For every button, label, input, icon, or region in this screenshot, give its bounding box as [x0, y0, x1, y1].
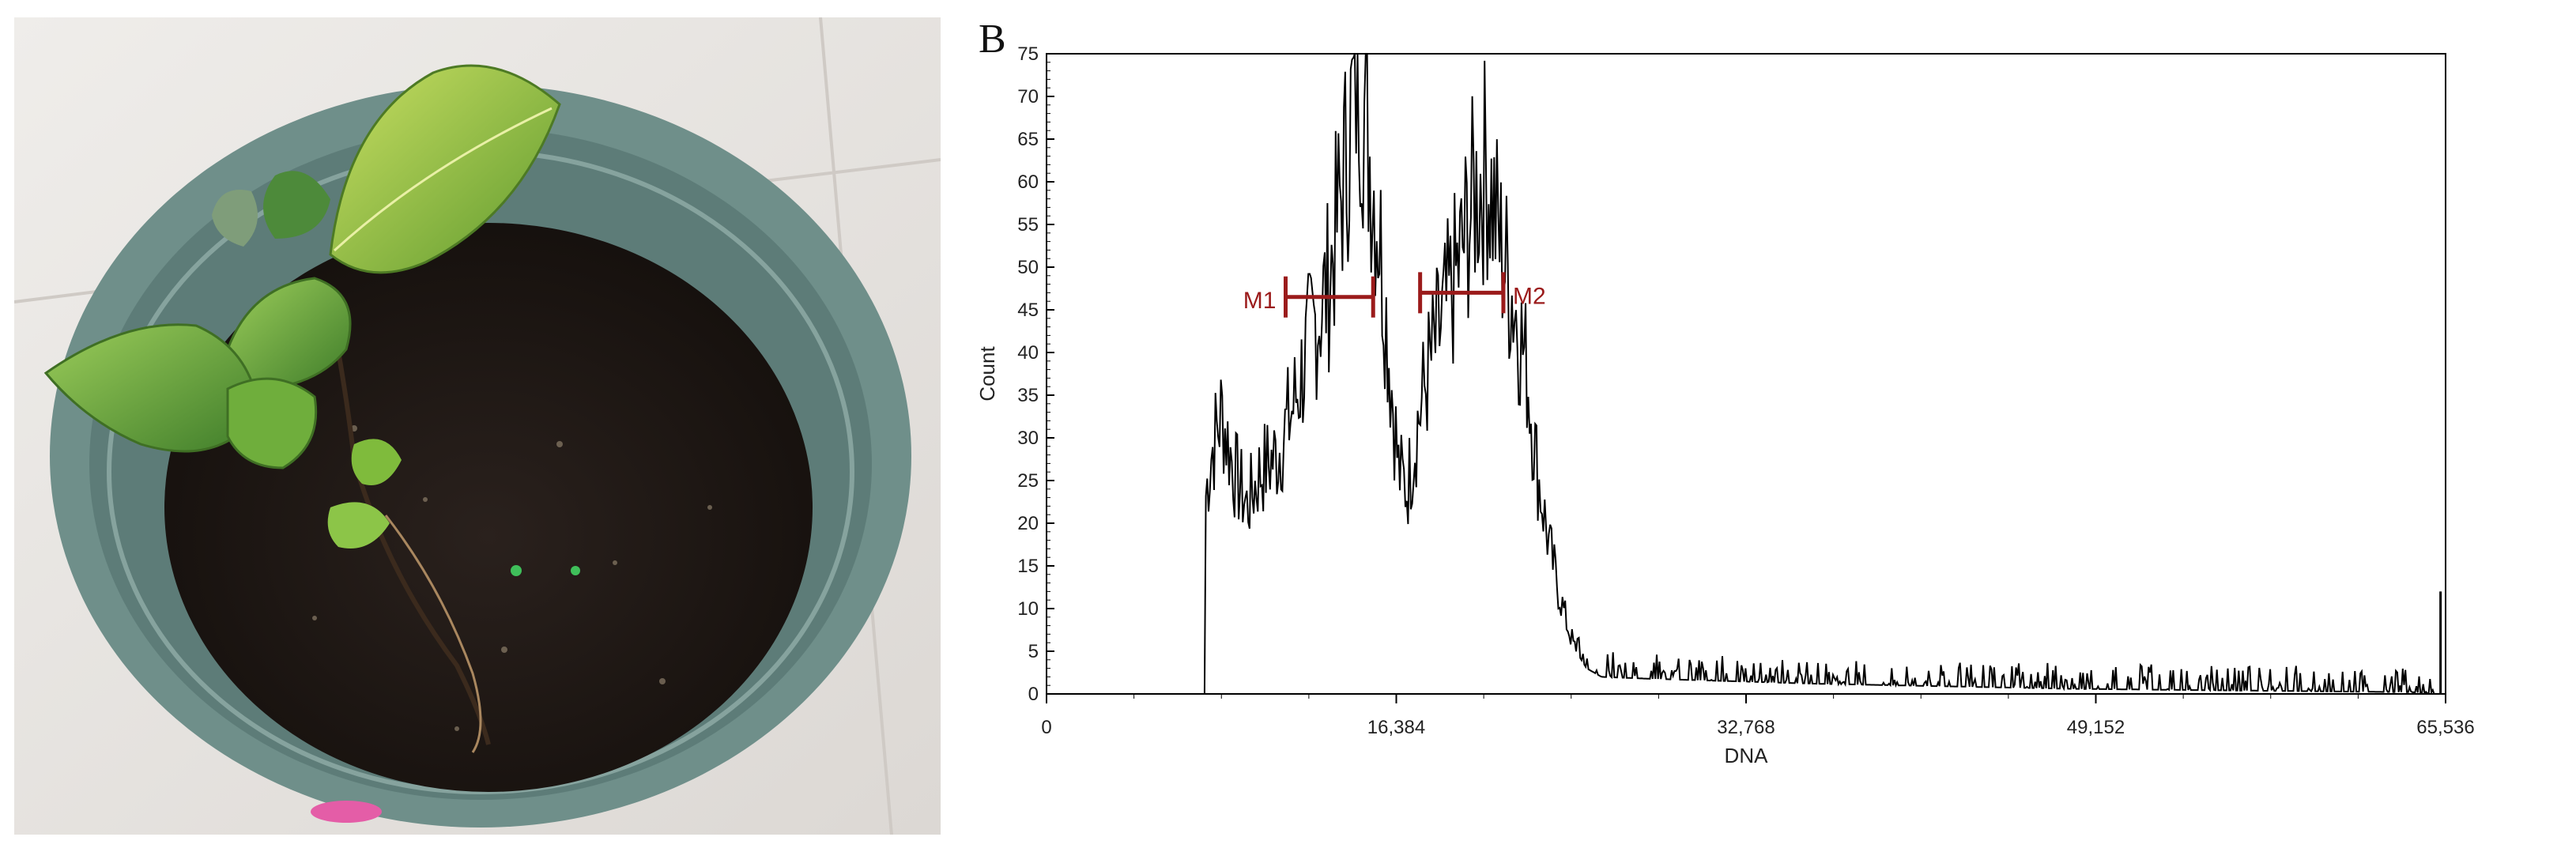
y-tick-label: 50 [1017, 257, 1039, 278]
gate-m2: M2 [1418, 272, 1546, 314]
moss-speck-2 [571, 566, 580, 575]
gate-m1: M1 [1243, 276, 1375, 318]
y-tick-label: 65 [1017, 129, 1039, 150]
dna-histogram-chart: 0 5 10 15 20 25 30 35 40 45 50 55 60 65 70 75 0 16,384 32… [975, 43, 2475, 767]
y-tick-label: 40 [1017, 342, 1039, 364]
leaf-vein [333, 107, 553, 252]
y-tick-label: 25 [1017, 470, 1039, 492]
y-tick-label: 15 [1017, 556, 1039, 577]
plant-stem [324, 285, 491, 745]
leaf-small-2 [327, 502, 390, 549]
plant-root [384, 515, 482, 753]
y-tick-label: 45 [1017, 300, 1039, 321]
x-tick-label: 32,768 [1717, 717, 1775, 738]
y-tick-label: 30 [1017, 428, 1039, 449]
y-axis-label: Count [975, 346, 999, 401]
histogram-trace [1203, 53, 2443, 696]
x-tick-label: 49,152 [2067, 717, 2125, 738]
leaf-left-2 [226, 377, 318, 469]
y-tick-label: 20 [1017, 513, 1039, 534]
y-tick-label: 60 [1017, 172, 1039, 193]
pink-tag [311, 801, 382, 823]
x-tick-label: 16,384 [1367, 717, 1425, 738]
y-tick-label: 10 [1017, 598, 1039, 620]
y-tick-label: 75 [1017, 43, 1039, 65]
leaf-large-top [329, 64, 561, 274]
panel-label-b: B [979, 17, 1006, 62]
y-tick-label: 70 [1017, 86, 1039, 107]
moss-speck [511, 565, 522, 576]
y-tick-label: 35 [1017, 385, 1039, 406]
leaf-small-1 [351, 439, 402, 485]
potted-plant-photo [14, 17, 941, 835]
x-tick-label: 65,536 [2416, 717, 2474, 738]
x-tick-label: 0 [1041, 717, 1051, 738]
leaf-bud-2 [212, 190, 258, 247]
leaf-bud [263, 171, 330, 239]
x-axis-label: DNA [1725, 744, 1769, 767]
x-axis-ticks: 0 16,384 32,768 49,152 65,536 [1041, 694, 2475, 738]
y-tick-label: 5 [1028, 641, 1039, 662]
soil-specks [312, 425, 712, 731]
marker-gates: M1 M2 [1243, 272, 1546, 318]
y-tick-label: 55 [1017, 214, 1039, 236]
plot-frame [1046, 53, 2446, 695]
histogram-bars [1047, 53, 2446, 696]
y-tick-label: 0 [1028, 684, 1039, 705]
gate-label: M1 [1243, 288, 1277, 314]
y-axis-ticks: 0 5 10 15 20 25 30 35 40 45 50 55 60 65 70 75 [1017, 43, 1054, 705]
gate-label: M2 [1513, 283, 1546, 309]
